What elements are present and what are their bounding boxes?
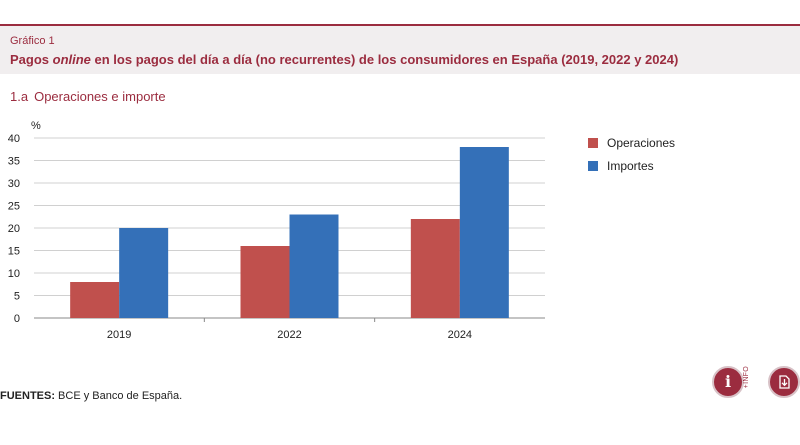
chart-header: Gráfico 1 Pagos online en los pagos del … [0, 24, 800, 74]
bar-operaciones-2024 [410, 219, 460, 318]
sources-label: FUENTES: [0, 390, 55, 402]
title-part-2: en los pagos del día a día (no recurrent… [90, 52, 679, 67]
legend-label-importes: Importes [607, 159, 654, 173]
x-tick-label-2024: 2024 [448, 329, 472, 341]
y-tick-label-5: 5 [14, 291, 20, 303]
chart-title: Pagos online en los pagos del día a día … [10, 52, 678, 67]
bar-operaciones-2019 [70, 282, 120, 318]
y-tick-label-25: 25 [8, 201, 20, 213]
legend-item-importes: Importes [588, 159, 675, 173]
panel-number: 1.a [10, 89, 29, 104]
legend-swatch-importes [588, 161, 598, 171]
legend-swatch-operaciones [588, 138, 598, 148]
x-tick-label-2022: 2022 [277, 329, 301, 341]
bar-chart: 0 5 10 15 20 25 30 35 40% 2019 2022 2024 [8, 120, 545, 341]
title-italic: online [52, 52, 91, 67]
info-tag: +INFO [743, 366, 750, 389]
legend-item-operaciones: Operaciones [588, 136, 675, 150]
download-icon [779, 375, 790, 389]
y-tick-label-10: 10 [8, 268, 20, 280]
bar-operaciones-2022 [240, 246, 290, 318]
y-tick-label-40: 40 [8, 133, 20, 145]
bar-importes-2022 [289, 214, 339, 318]
legend-label-operaciones: Operaciones [607, 136, 676, 150]
sources-text: BCE y Banco de España. [55, 390, 183, 402]
y-axis-label: % [31, 120, 41, 132]
chart-legend: Operaciones Importes [588, 136, 675, 182]
download-button[interactable] [768, 366, 800, 398]
bar-importes-2024 [459, 147, 509, 318]
y-tick-label-30: 30 [8, 178, 20, 190]
bar-importes-2019 [119, 228, 169, 318]
sources-note: FUENTES: BCE y Banco de España. [0, 390, 182, 402]
y-tick-label-20: 20 [8, 223, 20, 235]
chart-kicker: Gráfico 1 [10, 35, 55, 47]
y-tick-label-0: 0 [14, 313, 20, 325]
y-tick-label-15: 15 [8, 246, 20, 258]
y-tick-label-35: 35 [8, 156, 20, 168]
info-icon: i [724, 372, 732, 391]
x-tick-label-2019: 2019 [107, 329, 131, 341]
title-part-1: Pagos [10, 52, 53, 67]
info-button[interactable]: i [712, 366, 744, 398]
panel-label: Operaciones e importe [34, 89, 166, 104]
panel-subtitle: 1.a Operaciones e importe [10, 89, 166, 104]
